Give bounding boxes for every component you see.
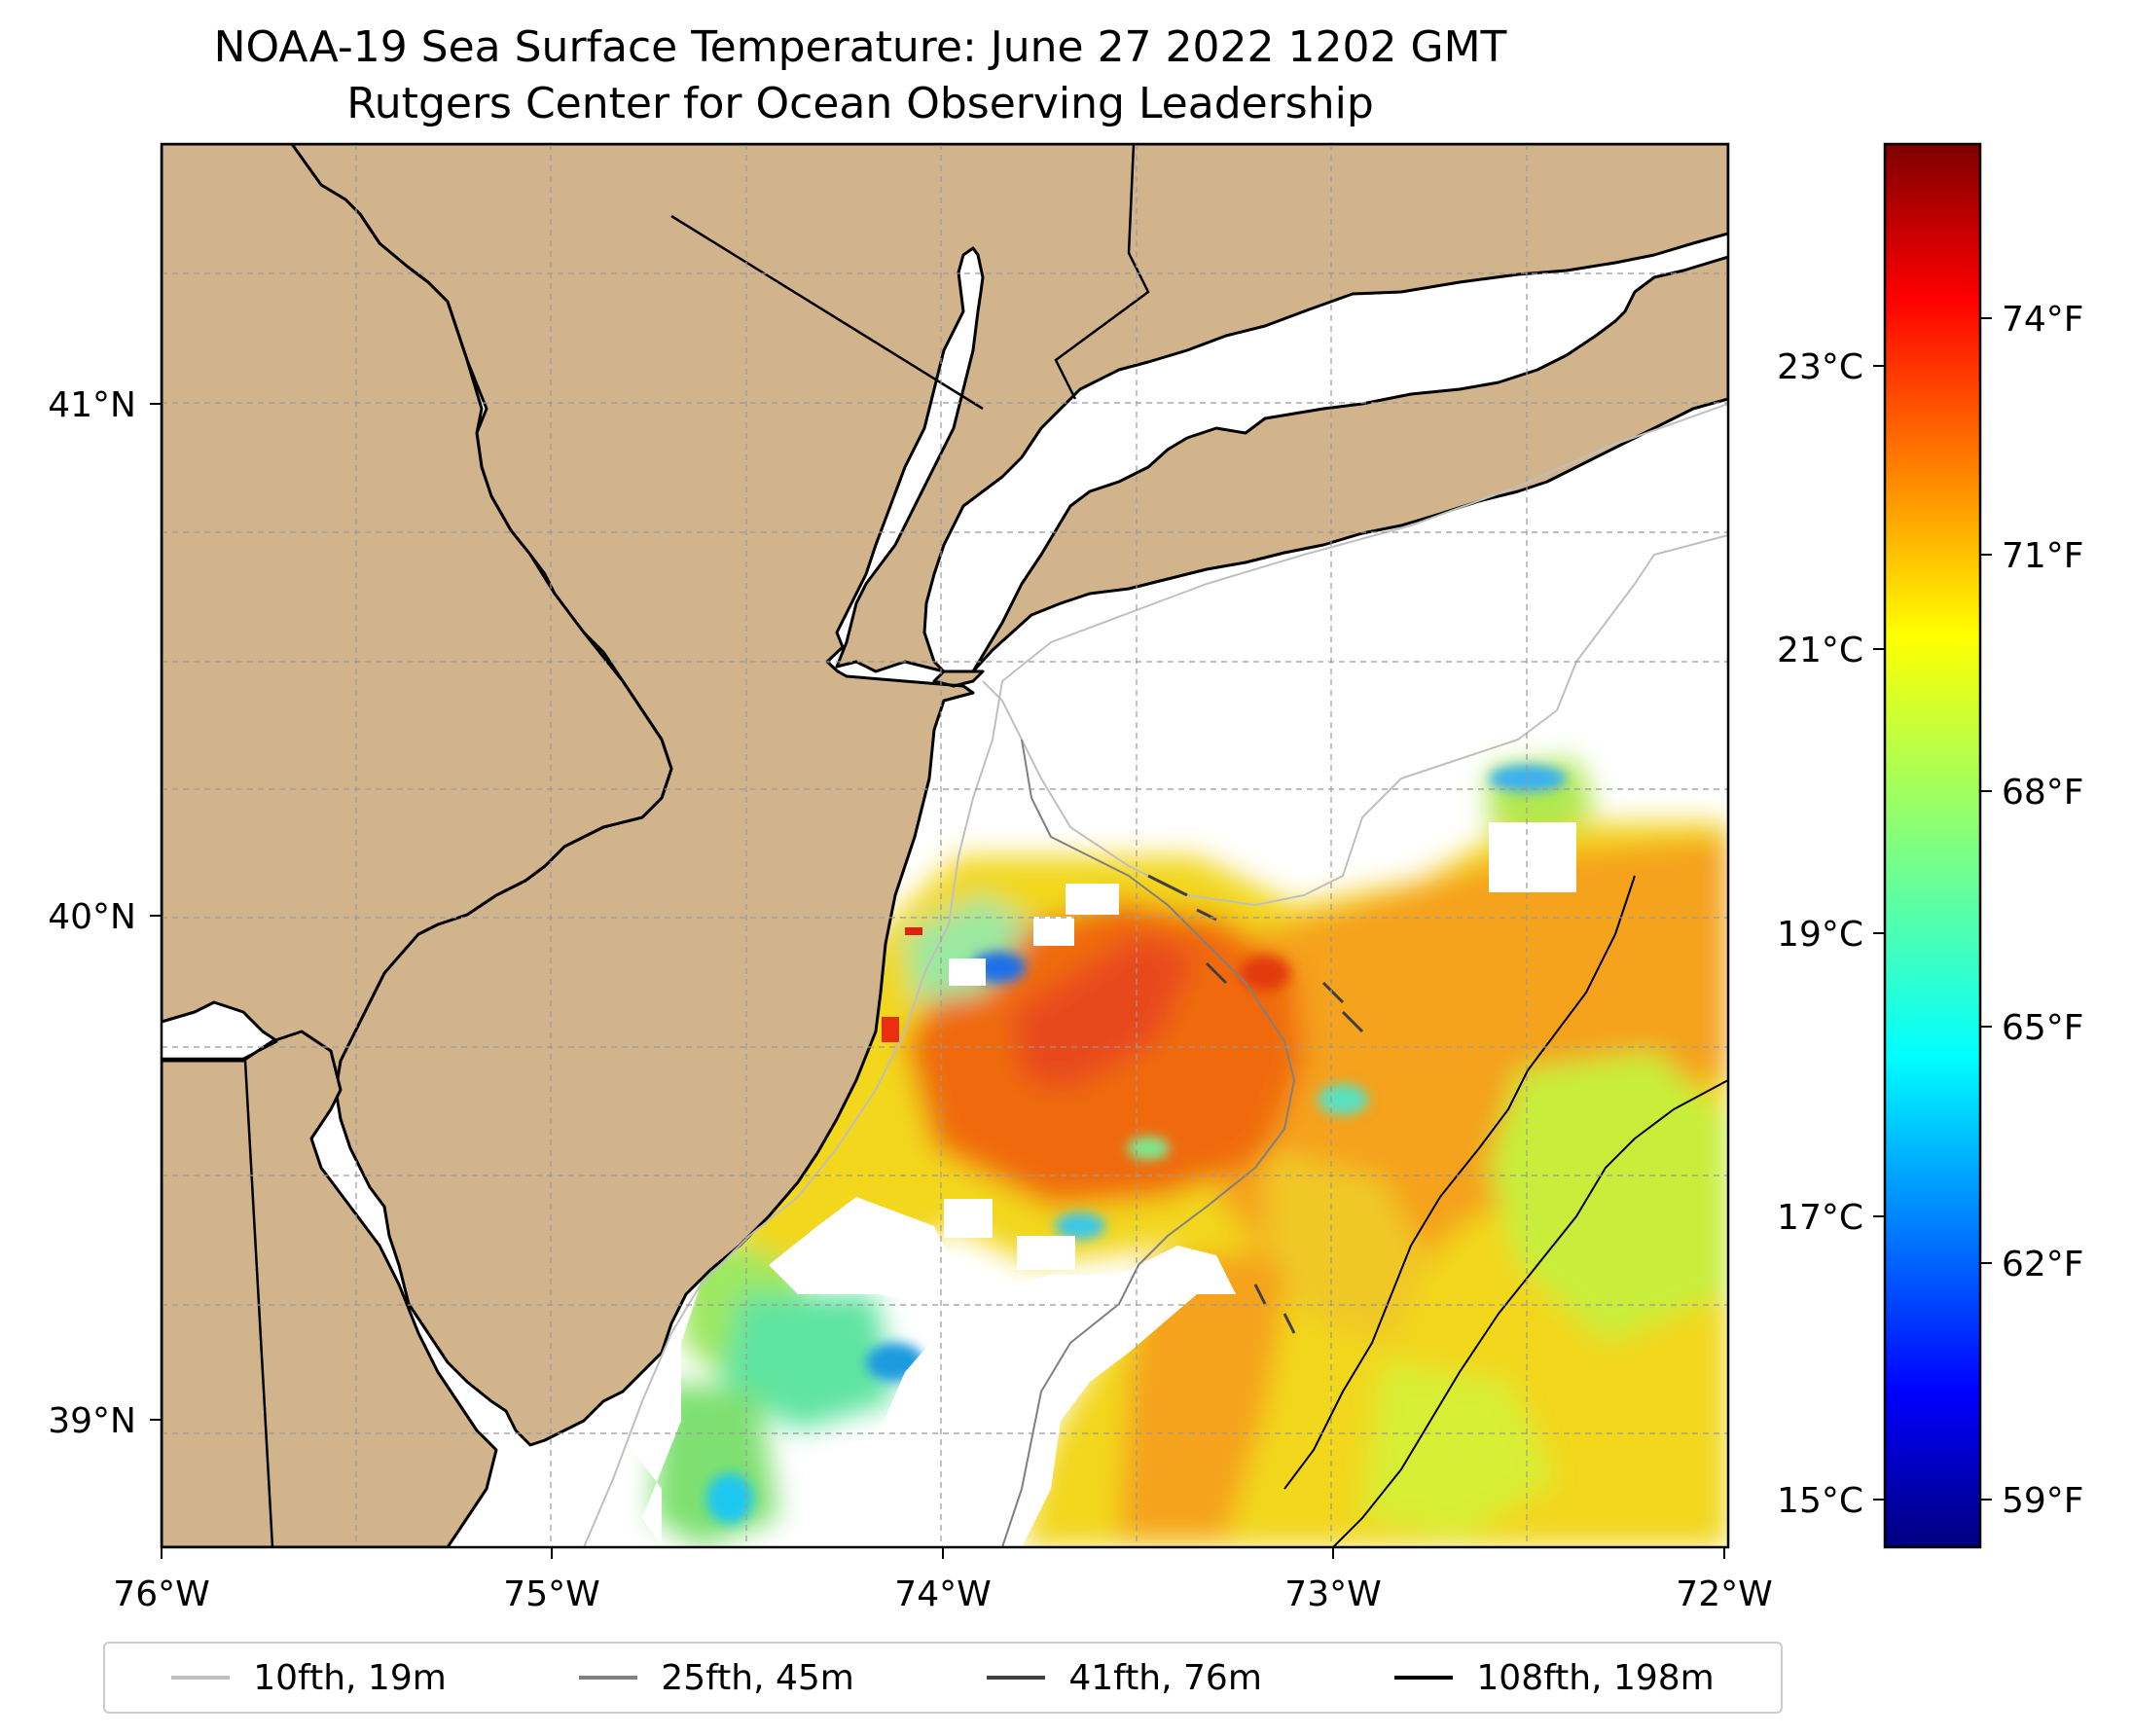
lat-tick-41n: 41°N (48, 385, 136, 425)
legend-label: 41fth, 76m (1068, 1657, 1262, 1698)
colorbar-f-74: 74°F (2002, 300, 2084, 340)
lat-tick-40n: 40°N (48, 897, 136, 937)
lon-tick-76w: 76°W (113, 1574, 209, 1614)
legend-label: 108fth, 198m (1476, 1657, 1715, 1698)
sst-field (564, 759, 1728, 1547)
title-line-1: NOAA-19 Sea Surface Temperature: June 27… (213, 22, 1507, 72)
colorbar-c-15: 15°C (1777, 1481, 1863, 1521)
colorbar-c-23: 23°C (1777, 347, 1863, 387)
legend-line-swatch (1394, 1676, 1454, 1680)
colorbar-f-65: 65°F (2002, 1008, 2084, 1048)
lat-tick-39n: 39°N (48, 1401, 136, 1441)
colorbar-c-17: 17°C (1777, 1198, 1863, 1238)
land (162, 144, 1728, 1547)
colorbar-gradient (1883, 142, 1982, 1549)
legend-line-swatch (579, 1676, 638, 1680)
lon-tick-labels: 76°W 75°W 74°W 73°W 72°W (113, 1574, 1772, 1614)
colorbar-f-68: 68°F (2002, 773, 2084, 813)
lat-tick-labels: 41°N 40°N 39°N (48, 385, 136, 1441)
legend-item-108fth: 108fth, 198m (1394, 1657, 1715, 1698)
lon-tick-72w: 72°W (1676, 1574, 1772, 1614)
colorbar-f-59: 59°F (2002, 1481, 2084, 1521)
state-borders (162, 144, 1150, 1547)
axis-ticks (150, 403, 1725, 1559)
map-plot-area (162, 144, 1728, 1547)
colorbar-c-21: 21°C (1777, 631, 1863, 670)
title-line-2: Rutgers Center for Ocean Observing Leade… (346, 79, 1374, 128)
legend-item-41fth: 41fth, 76m (987, 1658, 1262, 1698)
colorbar-f-71: 71°F (2002, 536, 2084, 576)
depth-legend: 10fth, 19m 25fth, 45m 41fth, 76m 108fth,… (103, 1642, 1783, 1714)
lon-tick-73w: 73°W (1284, 1574, 1381, 1614)
colorbar: 23°C 21°C 19°C 17°C 15°C 74°F 71°F 68°F … (1777, 142, 2084, 1549)
legend-line-swatch (171, 1676, 231, 1680)
legend-label: 10fth, 19m (253, 1657, 447, 1698)
colorbar-c-19: 19°C (1777, 915, 1863, 955)
lon-tick-74w: 74°W (894, 1574, 991, 1614)
legend-label: 25fth, 45m (661, 1657, 854, 1698)
legend-item-10fth: 10fth, 19m (171, 1658, 447, 1698)
depth-contours (583, 403, 1728, 1547)
chart-title: NOAA-19 Sea Surface Temperature: June 27… (0, 19, 1720, 132)
lon-tick-75w: 75°W (503, 1574, 599, 1614)
colorbar-f-62: 62°F (2002, 1245, 2084, 1284)
plot-frame (160, 142, 1730, 1549)
legend-line-swatch (987, 1676, 1046, 1680)
gridlines (162, 144, 1728, 1547)
legend-item-25fth: 25fth, 45m (579, 1658, 854, 1698)
